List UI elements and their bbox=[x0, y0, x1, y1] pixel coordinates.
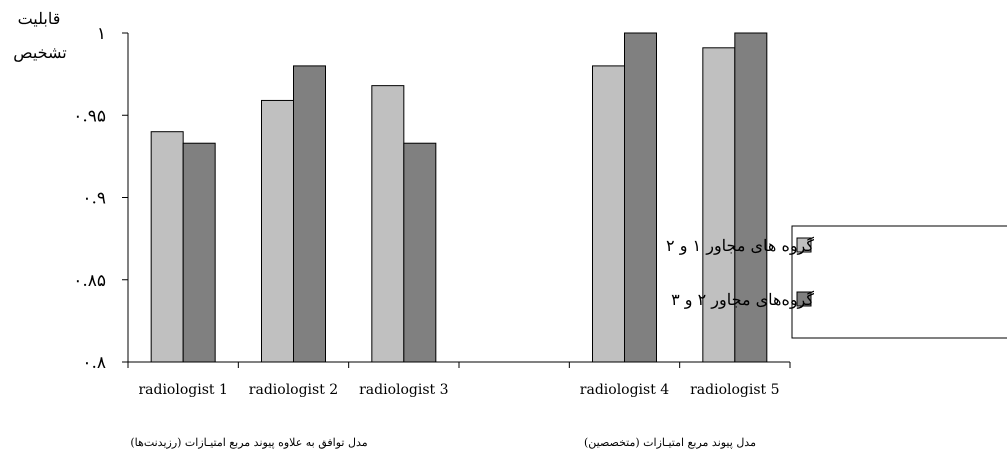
y-axis: ۱ ۰.۹۵ ۰.۹ ۰.۸۵ ۰.۸ bbox=[73, 24, 129, 373]
bar-2-radiologist-2 bbox=[293, 65, 326, 363]
bar-1-radiologist-2 bbox=[261, 99, 294, 363]
bar-1-radiologist-3 bbox=[371, 85, 405, 363]
x-tick-labels: radiologist 1 radiologist 2 radiologist 3 r… bbox=[138, 382, 779, 398]
legend-box bbox=[791, 225, 1007, 339]
legend-label: گروه‌های مجاور ۲ و ۳ bbox=[671, 290, 814, 309]
x-tick-label: radiologist 2 bbox=[249, 382, 338, 398]
bar-1-radiologist-1 bbox=[150, 131, 184, 363]
legend-label: گروه های مجاور ۱ و ۲ bbox=[666, 236, 814, 255]
y-tick-label: ۰.۸ bbox=[82, 353, 106, 373]
x-tick-label: radiologist 1 bbox=[138, 382, 227, 398]
bar-1-radiologist-5 bbox=[702, 47, 736, 363]
y-axis-label-line: تشخیص bbox=[13, 43, 66, 62]
x-tick-label: radiologist 5 bbox=[690, 382, 779, 398]
bar-2-radiologist-1 bbox=[182, 142, 216, 363]
bar-2-radiologist-4 bbox=[624, 32, 657, 363]
bar-1-radiologist-4 bbox=[592, 65, 625, 363]
bars bbox=[150, 32, 768, 363]
y-axis-label: قابلیت تشخیص bbox=[13, 9, 66, 62]
legend-swatch bbox=[796, 291, 812, 307]
x-tick-label: radiologist 3 bbox=[359, 382, 448, 398]
legend: گروه های مجاور ۱ و ۲ گروه‌های مجاور ۲ و ۳ bbox=[666, 225, 1007, 339]
group-label: مدل پیوند مربع امتیـازات (متخصصین) bbox=[584, 436, 756, 449]
y-tick-label: ۰.۹ bbox=[82, 189, 106, 209]
y-tick-label: ۰.۹۵ bbox=[73, 106, 106, 126]
group-label: مدل توافق به علاوه پیوند مربع امتیـازات … bbox=[130, 436, 367, 449]
bar-2-radiologist-3 bbox=[403, 142, 437, 363]
y-tick-label: ۰.۸۵ bbox=[73, 271, 106, 291]
group-labels: مدل توافق به علاوه پیوند مربع امتیـازات … bbox=[130, 436, 756, 449]
legend-swatch bbox=[796, 237, 812, 253]
bar-2-radiologist-5 bbox=[734, 32, 768, 363]
y-axis-label-line: قابلیت bbox=[18, 9, 61, 28]
x-tick-label: radiologist 4 bbox=[580, 382, 670, 398]
x-axis bbox=[127, 361, 791, 368]
y-tick-label: ۱ bbox=[97, 24, 106, 44]
